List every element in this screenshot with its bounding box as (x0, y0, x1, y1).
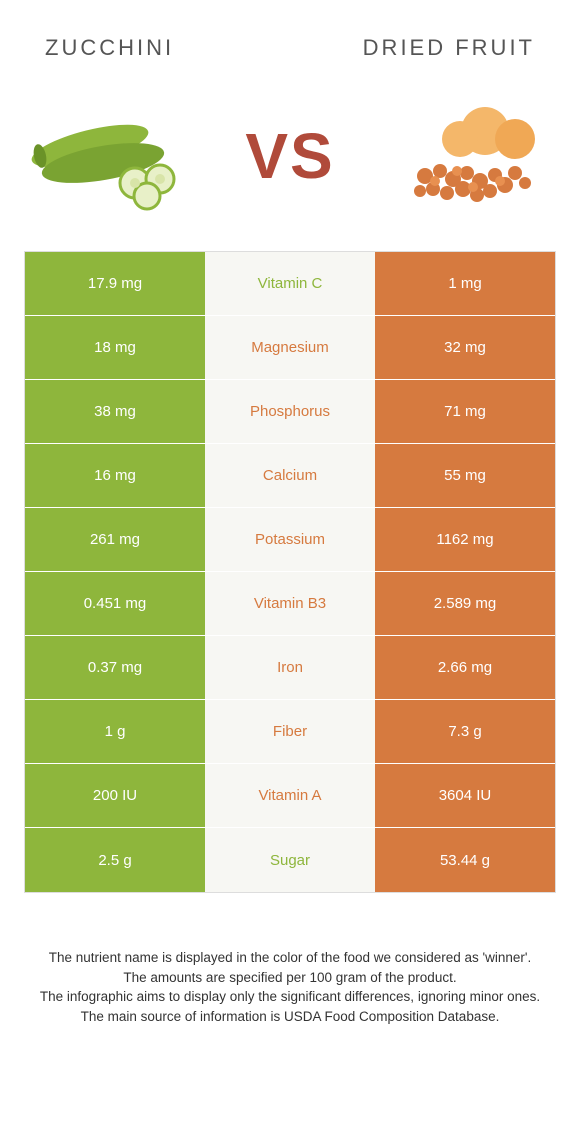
right-value: 3604 IU (375, 764, 555, 827)
nutrient-label: Vitamin A (205, 764, 375, 827)
right-value: 55 mg (375, 444, 555, 507)
left-value: 1 g (25, 700, 205, 763)
left-value: 0.451 mg (25, 572, 205, 635)
table-row: 0.451 mgVitamin B32.589 mg (25, 572, 555, 636)
left-value: 2.5 g (25, 828, 205, 892)
nutrient-label: Phosphorus (205, 380, 375, 443)
right-value: 1 mg (375, 252, 555, 315)
header: Zucchini Dried Fruit (0, 0, 580, 86)
nutrient-label: Vitamin C (205, 252, 375, 315)
right-value: 7.3 g (375, 700, 555, 763)
right-value: 2.589 mg (375, 572, 555, 635)
table-row: 0.37 mgIron2.66 mg (25, 636, 555, 700)
table-row: 261 mgPotassium1162 mg (25, 508, 555, 572)
nutrient-label: Iron (205, 636, 375, 699)
footer-line: The amounts are specified per 100 gram o… (20, 968, 560, 988)
table-row: 2.5 gSugar53.44 g (25, 828, 555, 892)
vs-row: VS (0, 86, 580, 231)
nutrient-label: Fiber (205, 700, 375, 763)
vs-label: VS (245, 119, 334, 193)
dried-fruit-image (380, 96, 560, 216)
nutrient-label: Vitamin B3 (205, 572, 375, 635)
footer-notes: The nutrient name is displayed in the co… (0, 893, 580, 1026)
nutrient-label: Potassium (205, 508, 375, 571)
nutrient-table: 17.9 mgVitamin C1 mg18 mgMagnesium32 mg3… (24, 251, 556, 893)
nutrient-label: Sugar (205, 828, 375, 892)
table-row: 1 gFiber7.3 g (25, 700, 555, 764)
left-value: 17.9 mg (25, 252, 205, 315)
right-value: 2.66 mg (375, 636, 555, 699)
right-food-title: Dried Fruit (363, 35, 535, 61)
left-food-title: Zucchini (45, 35, 174, 61)
left-value: 200 IU (25, 764, 205, 827)
table-row: 200 IUVitamin A3604 IU (25, 764, 555, 828)
table-row: 18 mgMagnesium32 mg (25, 316, 555, 380)
table-row: 38 mgPhosphorus71 mg (25, 380, 555, 444)
footer-line: The main source of information is USDA F… (20, 1007, 560, 1027)
left-value: 0.37 mg (25, 636, 205, 699)
right-value: 53.44 g (375, 828, 555, 892)
right-value: 71 mg (375, 380, 555, 443)
table-row: 16 mgCalcium55 mg (25, 444, 555, 508)
right-value: 1162 mg (375, 508, 555, 571)
left-value: 261 mg (25, 508, 205, 571)
right-value: 32 mg (375, 316, 555, 379)
zucchini-image (20, 96, 200, 216)
footer-line: The infographic aims to display only the… (20, 987, 560, 1007)
table-row: 17.9 mgVitamin C1 mg (25, 252, 555, 316)
footer-line: The nutrient name is displayed in the co… (20, 948, 560, 968)
left-value: 16 mg (25, 444, 205, 507)
nutrient-label: Magnesium (205, 316, 375, 379)
left-value: 38 mg (25, 380, 205, 443)
nutrient-label: Calcium (205, 444, 375, 507)
left-value: 18 mg (25, 316, 205, 379)
